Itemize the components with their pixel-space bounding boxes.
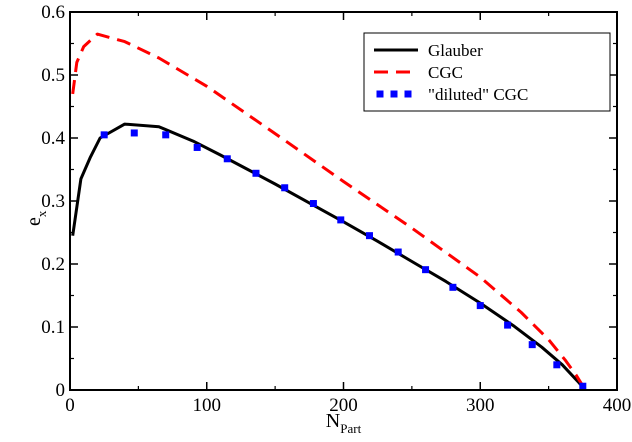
y-axis-label: ex — [23, 210, 49, 226]
legend-label: "diluted" CGC — [428, 85, 528, 104]
x-tick-label: 200 — [329, 395, 358, 416]
x-tick-label: 0 — [65, 395, 75, 416]
y-tick-label: 0.2 — [41, 254, 65, 275]
x-tick-label: 300 — [466, 395, 495, 416]
diluted-cgc-point — [476, 302, 484, 310]
x-tick-label: 100 — [193, 395, 222, 416]
legend: Glauber CGC "diluted" CGC — [363, 32, 611, 112]
diluted-cgc-point — [528, 341, 536, 349]
diluted-cgc-point — [449, 283, 457, 291]
diluted-cgc-point — [162, 131, 170, 139]
legend-label: Glauber — [428, 41, 483, 60]
x-tick-label: 400 — [603, 395, 632, 416]
diluted-cgc-point — [130, 129, 138, 137]
diluted-cgc-point — [252, 169, 260, 177]
diluted-cgc-point — [223, 155, 231, 163]
diluted-cgc-point — [504, 321, 512, 329]
diluted-cgc-point — [337, 216, 345, 224]
x-axis-label-sub: Part — [340, 421, 361, 436]
legend-marker — [390, 90, 398, 98]
x-axis-label: NPart — [326, 410, 362, 436]
ticks-layer: 0 100 200 300 400 0 0.1 0.2 0.3 0.4 0.5 0.6 — [41, 2, 631, 416]
legend-marker — [404, 90, 412, 98]
diluted-cgc-point — [309, 200, 317, 208]
diluted-cgc-point — [579, 382, 587, 390]
marks-layer — [71, 32, 587, 390]
legend-label: CGC — [428, 63, 463, 82]
x-axis-label-main: N — [326, 410, 340, 432]
y-tick-label: 0.5 — [41, 65, 65, 86]
y-tick-label: 0 — [56, 380, 66, 401]
legend-marker — [376, 90, 384, 98]
diluted-cgc-point — [365, 232, 373, 240]
diluted-cgc-point — [281, 184, 289, 192]
y-tick-label: 0.1 — [41, 317, 65, 338]
cgc-line — [71, 32, 586, 389]
diluted-cgc-point — [394, 248, 402, 256]
diluted-cgc-point — [100, 131, 108, 139]
diluted-cgc-point — [422, 266, 430, 274]
y-axis-label-main: e — [23, 217, 45, 226]
diluted-cgc-point — [553, 361, 561, 369]
diluted-cgc-point — [193, 143, 201, 151]
y-tick-label: 0.4 — [41, 128, 65, 149]
y-tick-label: 0.6 — [41, 2, 65, 23]
glauber-line — [71, 122, 586, 390]
y-tick-label: 0.3 — [41, 191, 65, 212]
y-axis-label-sub: x — [34, 210, 49, 217]
